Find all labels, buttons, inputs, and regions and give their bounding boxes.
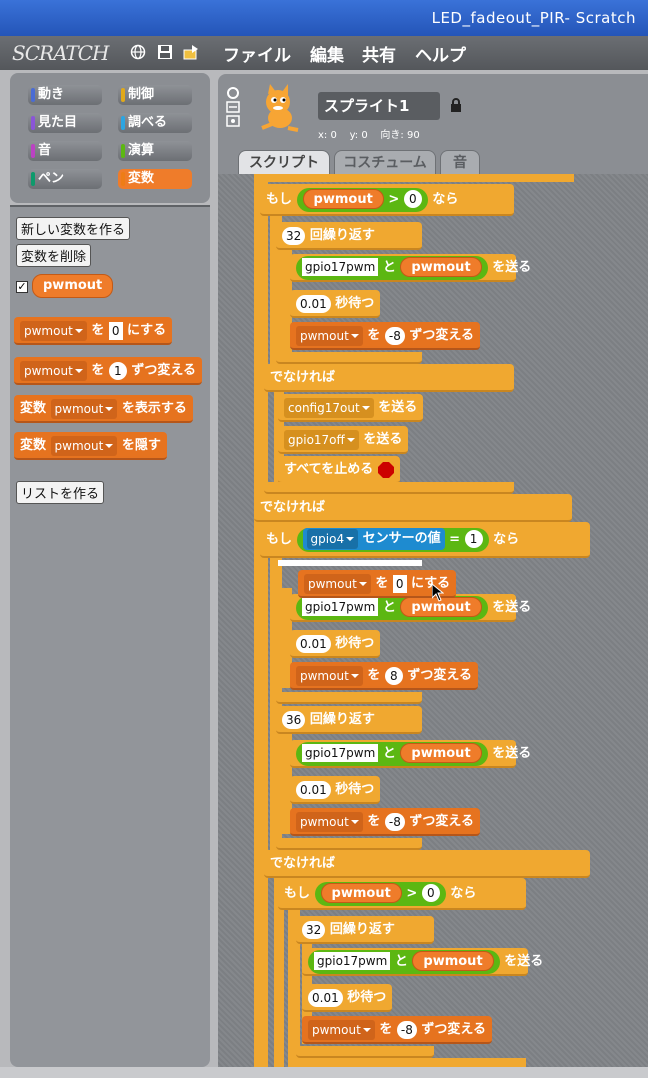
repeat-block[interactable]: 32 回繰り返す [276,222,422,250]
menu-bar: SCRATCH ファイル 編集 共有 ヘルプ [0,36,648,70]
category-sensing[interactable]: 調べる [118,113,192,133]
sprite-header: スプライト1 x: 0 y: 0 向き: 90 スクリプト コスチューム 音 [218,74,648,174]
title-bar: LED_fadeout_PIR- Scratch [0,0,648,36]
sprite-name-field[interactable]: スプライト1 [318,92,440,120]
hide-variable-block[interactable]: 変数 pwmout を隠す [14,432,167,460]
block-palette: 新しい変数を作る 変数を削除 ✓ pwmout pwmout を 0 にする p… [10,205,210,1067]
mouse-cursor-icon [432,584,444,602]
share-icon[interactable] [183,44,199,60]
menu-help[interactable]: ヘルプ [415,46,466,66]
lock-icon[interactable] [450,98,462,112]
change-variable-block-4[interactable]: pwmout を -8 ずつ変える [302,1016,492,1044]
if-block-2[interactable]: もし pwmout > 0 なら [278,878,526,910]
if-sensor-block[interactable]: もし gpio4 センサーの値 = 1 なら [260,522,590,558]
repeat-block-3[interactable]: 32 回繰り返す [296,916,434,944]
sprite-coords: x: 0 y: 0 向き: 90 [318,130,420,141]
broadcast-block-3[interactable]: gpio17pwm と pwmout を送る [290,740,531,768]
menu-edit[interactable]: 編集 [310,46,344,66]
wait-block[interactable]: 0.01 秒待つ [290,290,381,318]
stop-sign-icon [377,461,394,478]
dragged-set-block[interactable]: pwmout を 0 にする [298,570,457,598]
if-block[interactable]: もし pwmout > 0 なら [260,184,514,216]
variable-checkbox[interactable]: ✓ [16,280,28,293]
delete-variable-button[interactable]: 変数を削除 [16,244,92,267]
show-variable-block[interactable]: 変数 pwmout を表示する [14,395,193,423]
stop-all-block[interactable]: すべてを止める [278,456,400,484]
change-variable-block-2[interactable]: pwmout を 8 ずつ変える [290,662,479,690]
category-control[interactable]: 制御 [118,85,192,105]
category-variables[interactable]: 変数 [118,169,192,189]
tab-sounds[interactable]: 音 [440,150,480,174]
broadcast-off-block[interactable]: gpio17off を送る [278,426,409,454]
repeat-block-2[interactable]: 36 回繰り返す [276,706,422,734]
category-sound[interactable]: 音 [28,141,102,161]
change-variable-block-3[interactable]: pwmout を -8 ずつ変える [290,808,480,836]
change-variable-block[interactable]: pwmout を 1 ずつ変える [14,357,203,385]
broadcast-block-2[interactable]: gpio17pwm と pwmout を送る [290,594,531,622]
else-label-2: でなければ [264,850,590,878]
category-motion[interactable]: 動き [28,85,102,105]
save-icon[interactable] [157,44,173,60]
category-pen[interactable]: ペン [28,169,102,189]
broadcast-block[interactable]: gpio17pwm と pwmout を送る [290,254,531,282]
variable-reporter-pwmout[interactable]: pwmout [32,274,114,298]
category-panel: 動き 制御 見た目 調べる 音 演算 ペン 変数 [10,73,210,203]
else-label: でなければ [264,364,514,392]
scripts-area[interactable]: もし pwmout > 0 なら 32 回繰り返す gpio17pwm と pw… [218,174,648,1067]
globe-icon[interactable] [130,44,146,60]
broadcast-block-4[interactable]: gpio17pwm と pwmout を送る [302,948,543,976]
sprite-cat-icon [261,84,299,132]
category-looks[interactable]: 見た目 [28,113,102,133]
set-variable-block[interactable]: pwmout を 0 にする [14,317,173,345]
wait-block-3[interactable]: 0.01 秒待つ [290,776,381,804]
new-variable-button[interactable]: 新しい変数を作る [16,217,131,240]
category-operators[interactable]: 演算 [118,141,192,161]
tab-costumes[interactable]: コスチューム [334,150,436,174]
menu-share[interactable]: 共有 [362,46,396,66]
rotation-style-icons[interactable] [226,86,240,128]
menu-file[interactable]: ファイル [223,46,291,66]
tab-scripts[interactable]: スクリプト [238,150,330,174]
broadcast-config-block[interactable]: config17out を送る [278,394,424,422]
wait-block-2[interactable]: 0.01 秒待つ [290,630,381,658]
change-variable-block-script[interactable]: pwmout を -8 ずつ変える [290,322,480,350]
else-label-outer: でなければ [254,494,572,522]
wait-block-4[interactable]: 0.01 秒待つ [302,984,393,1012]
scratch-logo: SCRATCH [12,41,109,65]
window-title: LED_fadeout_PIR- Scratch [431,9,636,27]
new-list-button[interactable]: リストを作る [16,481,105,504]
window-bottom-frame [0,1067,648,1078]
